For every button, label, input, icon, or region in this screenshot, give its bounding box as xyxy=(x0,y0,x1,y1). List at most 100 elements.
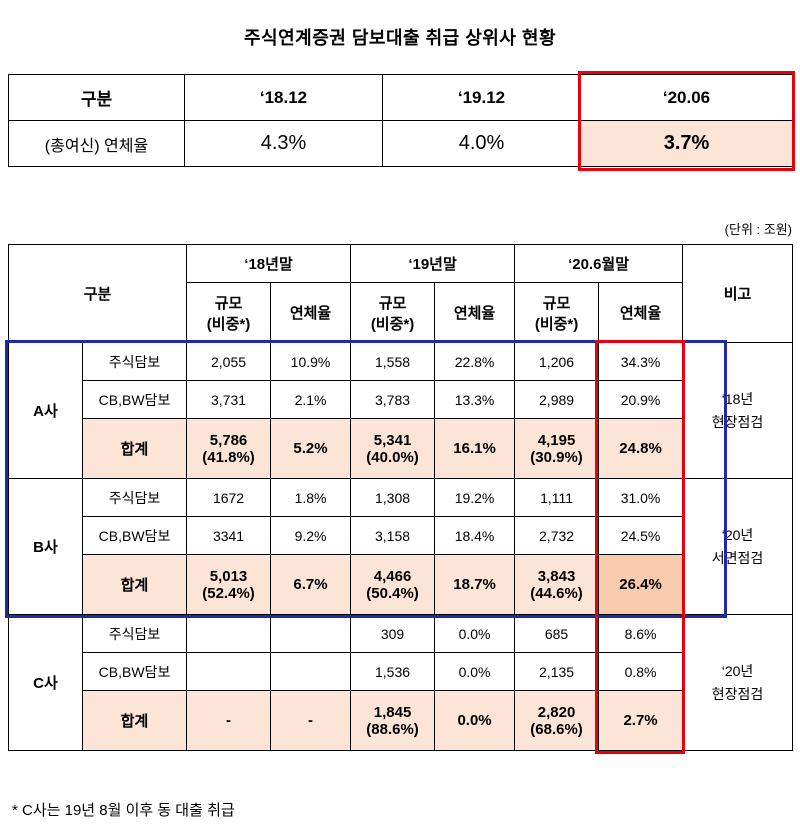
group-label-b: B사 xyxy=(8,478,83,615)
summary-table: 구분 ‘18.12 ‘19.12 ‘20.06 (총여신) 연체율 4.3% 4… xyxy=(8,74,793,167)
note-cell-c: ‘20년 현장점검 xyxy=(682,614,794,751)
value-cell: 5,013 (52.4%) xyxy=(186,554,272,615)
detail-subheader-scale-18: 규모 (비중*) xyxy=(186,282,272,343)
table-row: B사 주식담보 1672 1.8% 1,308 19.2% 1,111 31.0… xyxy=(8,478,794,615)
value-cell: 4,195 (30.9%) xyxy=(514,418,600,479)
value-cell: 4,466 (50.4%) xyxy=(350,554,436,615)
summary-row-label: (총여신) 연체율 xyxy=(8,120,185,167)
value-cell: 1.8% xyxy=(270,478,352,517)
detail-header-row-1: 구분 ‘18년말 ‘19년말 ‘20.6월말 비고 xyxy=(7,244,794,343)
value-cell: 18.4% xyxy=(434,516,516,555)
detail-subheader-rate-19: 연체율 xyxy=(434,282,516,343)
value-cell: 3,783 xyxy=(350,380,436,419)
value-cell: 1,308 xyxy=(350,478,436,517)
footnote: * C사는 19년 8월 이후 동 대출 취급 xyxy=(12,802,235,819)
summary-value-1812: 4.3% xyxy=(184,120,383,167)
row-label: CB,BW담보 xyxy=(81,516,188,555)
row-label: 주식담보 xyxy=(81,614,188,653)
table-row: A사 주식담보 2,055 10.9% 1,558 22.8% 1,206 34… xyxy=(8,342,794,479)
value-cell: - xyxy=(186,690,272,751)
value-cell: 3,158 xyxy=(350,516,436,555)
value-cell: 0.8% xyxy=(598,652,684,691)
detail-header-period-19: ‘19년말 xyxy=(350,244,516,283)
table-row: CB,BW담보 3,731 2.1% 3,783 13.3% 2,989 20.… xyxy=(9,380,793,419)
summary-table-wrap: 구분 ‘18.12 ‘19.12 ‘20.06 (총여신) 연체율 4.3% 4… xyxy=(8,71,795,171)
value-cell: 0.0% xyxy=(434,652,516,691)
summary-header-row: 구분 ‘18.12 ‘19.12 ‘20.06 xyxy=(8,74,793,121)
value-cell: 1,536 xyxy=(350,652,436,691)
value-cell: 1672 xyxy=(186,478,272,517)
row-label: 합계 xyxy=(81,418,188,479)
value-cell: 16.1% xyxy=(434,418,516,479)
value-cell: 2.7% xyxy=(598,690,684,751)
detail-table: 구분 ‘18년말 ‘19년말 ‘20.6월말 비고 규모 (비중*) 연체율 규… xyxy=(7,244,794,751)
summary-header-gubun: 구분 xyxy=(8,74,185,121)
value-cell: 2,732 xyxy=(514,516,600,555)
value-cell: 2,055 xyxy=(186,342,272,381)
value-cell: 8.6% xyxy=(598,614,684,653)
value-cell: 2,820 (68.6%) xyxy=(514,690,600,751)
value-cell: 34.3% xyxy=(598,342,684,381)
value-cell: 0.0% xyxy=(434,614,516,653)
row-label: 합계 xyxy=(81,690,188,751)
value-cell: 3341 xyxy=(186,516,272,555)
value-cell: 685 xyxy=(514,614,600,653)
value-cell: 22.8% xyxy=(434,342,516,381)
row-label: 주식담보 xyxy=(81,342,188,381)
value-cell: 0.0% xyxy=(434,690,516,751)
value-cell: 1,558 xyxy=(350,342,436,381)
note-cell-b: ‘20년 서면점검 xyxy=(682,478,794,615)
value-cell: 3,731 xyxy=(186,380,272,419)
value-cell: 20.9% xyxy=(598,380,684,419)
value-cell: 2.1% xyxy=(270,380,352,419)
group-label-c: C사 xyxy=(8,614,83,751)
table-row: CB,BW담보 1,536 0.0% 2,135 0.8% xyxy=(9,652,793,691)
row-label: CB,BW담보 xyxy=(81,380,188,419)
row-label: 합계 xyxy=(81,554,188,615)
value-cell: 18.7% xyxy=(434,554,516,615)
value-cell: 5.2% xyxy=(270,418,352,479)
table-row: 합계 5,786 (41.8%) 5.2% 5,341 (40.0%) 16.1… xyxy=(9,418,793,479)
group-label-a: A사 xyxy=(8,342,83,479)
note-cell-a: ‘18년 현장점검 xyxy=(682,342,794,479)
detail-subheader-rate-18: 연체율 xyxy=(270,282,352,343)
value-cell: 1,206 xyxy=(514,342,600,381)
summary-header-1912: ‘19.12 xyxy=(382,74,581,121)
value-cell: 31.0% xyxy=(598,478,684,517)
summary-header-1812: ‘18.12 xyxy=(184,74,383,121)
detail-table-wrap: 구분 ‘18년말 ‘19년말 ‘20.6월말 비고 규모 (비중*) 연체율 규… xyxy=(5,244,794,754)
value-cell: 13.3% xyxy=(434,380,516,419)
value-cell: 5,786 (41.8%) xyxy=(186,418,272,479)
value-cell: 5,341 (40.0%) xyxy=(350,418,436,479)
value-cell: 1,845 (88.6%) xyxy=(350,690,436,751)
value-cell-highlighted: 26.4% xyxy=(598,554,684,615)
value-cell xyxy=(186,652,272,691)
value-cell: 10.9% xyxy=(270,342,352,381)
table-row: CB,BW담보 3341 9.2% 3,158 18.4% 2,732 24.5… xyxy=(9,516,793,555)
value-cell: 24.8% xyxy=(598,418,684,479)
detail-subheader-scale-20: 규모 (비중*) xyxy=(514,282,600,343)
value-cell: 24.5% xyxy=(598,516,684,555)
value-cell: 9.2% xyxy=(270,516,352,555)
detail-header-note: 비고 xyxy=(682,244,794,343)
row-label: CB,BW담보 xyxy=(81,652,188,691)
row-label: 주식담보 xyxy=(81,478,188,517)
value-cell: 2,135 xyxy=(514,652,600,691)
table-row: C사 주식담보 309 0.0% 685 8.6% ‘20년 현장점검 xyxy=(8,614,794,751)
value-cell: 309 xyxy=(350,614,436,653)
table-row: 합계 - - 1,845 (88.6%) 0.0% 2,820 (68.6%) … xyxy=(9,690,793,751)
value-cell xyxy=(270,652,352,691)
summary-value-1912: 4.0% xyxy=(382,120,581,167)
value-cell: 3,843 (44.6%) xyxy=(514,554,600,615)
value-cell: 6.7% xyxy=(270,554,352,615)
value-cell: - xyxy=(270,690,352,751)
page-title: 주식연계증권 담보대출 취급 상위사 현황 xyxy=(243,28,557,48)
table-row: 합계 5,013 (52.4%) 6.7% 4,466 (50.4%) 18.7… xyxy=(9,554,793,615)
summary-value-2006: 3.7% xyxy=(580,120,793,167)
detail-header-period-18: ‘18년말 xyxy=(186,244,352,283)
detail-header-period-20: ‘20.6월말 xyxy=(514,244,684,283)
detail-header-row-2: 규모 (비중*) 연체율 규모 (비중*) 연체율 규모 (비중*) 연체율 xyxy=(9,282,793,343)
value-cell: 2,989 xyxy=(514,380,600,419)
detail-header-gubun: 구분 xyxy=(7,244,188,343)
